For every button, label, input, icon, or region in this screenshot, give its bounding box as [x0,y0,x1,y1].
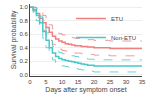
svg-text:Survival probability: Survival probability [10,10,18,69]
svg-text:25: 25 [107,79,114,85]
svg-text:0.0: 0.0 [19,72,28,78]
svg-text:20: 20 [91,79,98,85]
svg-text:ETU: ETU [111,16,123,22]
svg-text:0.2: 0.2 [19,58,28,64]
svg-text:30: 30 [123,79,130,85]
svg-text:5: 5 [44,79,48,85]
svg-text:10: 10 [59,79,66,85]
svg-text:0.6: 0.6 [19,31,28,37]
svg-text:0: 0 [28,79,32,85]
svg-text:1.0: 1.0 [19,4,28,10]
svg-text:0.4: 0.4 [19,45,28,51]
svg-text:15: 15 [75,79,82,85]
svg-text:35: 35 [139,79,146,85]
svg-text:0.8: 0.8 [19,18,28,24]
svg-text:Non-ETU: Non-ETU [111,35,136,41]
svg-text:Days after symptom onset: Days after symptom onset [45,86,126,94]
